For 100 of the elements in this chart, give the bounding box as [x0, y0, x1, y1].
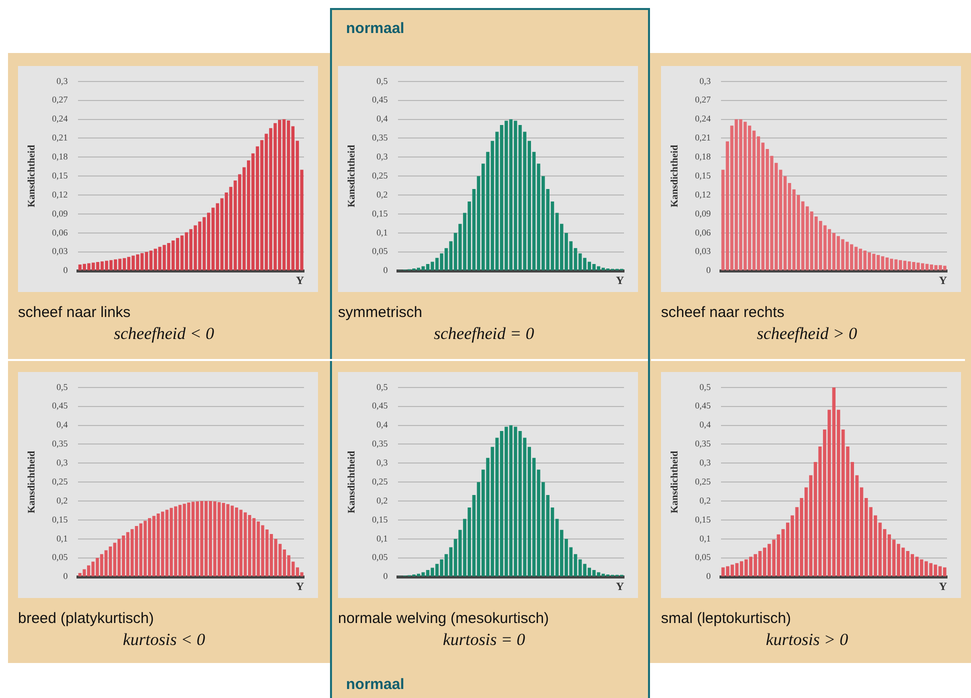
y-tick-label: 0,05: [695, 552, 712, 562]
y-tick-label: 0,1: [376, 533, 388, 544]
y-tick-label: 0,3: [376, 458, 388, 468]
x-axis-title: Y: [939, 275, 948, 288]
bar: [109, 260, 113, 270]
y-tick-label: 0,45: [695, 400, 712, 411]
y-tick-label: 0,45: [372, 94, 388, 105]
y-tick-label: 0,06: [695, 227, 712, 238]
y-tick-label: 0,3: [376, 152, 388, 162]
bar: [282, 119, 286, 270]
bar: [191, 502, 195, 576]
y-tick-label: 0,5: [700, 382, 712, 392]
bar: [898, 260, 902, 270]
x-axis-title: Y: [296, 581, 304, 594]
y-tick-label: 0,35: [695, 438, 712, 449]
x-axis-title: Y: [296, 275, 304, 288]
y-tick-label: 0,03: [52, 246, 68, 256]
y-tick-label: 0,18: [52, 152, 68, 162]
y-tick-label: 0: [383, 265, 388, 276]
x-axis-title: Y: [616, 581, 624, 594]
bar: [126, 532, 130, 576]
y-tick-label: 0,4: [56, 420, 68, 430]
bar: [134, 526, 138, 576]
y-tick-label: 0,3: [700, 76, 712, 86]
text: symmetrisch: [338, 304, 422, 321]
bar: [104, 550, 108, 576]
y-axis-title: Kansdichtheid: [26, 144, 38, 208]
bar: [200, 501, 204, 576]
bar: [890, 258, 894, 270]
bar: [96, 558, 99, 576]
y-tick-label: 0,35: [52, 438, 68, 449]
y-tick-label: 0,5: [56, 382, 68, 392]
y-tick-label: 0,15: [695, 170, 712, 180]
bar: [230, 506, 234, 576]
bar: [286, 120, 290, 270]
y-tick-label: 0: [63, 265, 68, 276]
y-tick-label: 0,15: [52, 514, 68, 524]
y-tick-label: 0,21: [52, 132, 68, 143]
bar: [894, 259, 898, 270]
bar: [748, 126, 752, 270]
text: normaal: [346, 676, 404, 693]
y-tick-label: 0,25: [695, 476, 712, 486]
y-tick-label: 0,35: [372, 438, 388, 449]
y-tick-label: 0,06: [52, 227, 68, 238]
y-tick-label: 0,24: [52, 114, 68, 124]
bar: [165, 510, 169, 576]
text: breed (platykurtisch): [18, 610, 154, 627]
text: scheefheid = 0: [432, 324, 536, 344]
y-tick-label: 0,3: [56, 76, 68, 86]
bar: [256, 521, 260, 576]
bar: [823, 225, 827, 270]
text: scheefheid < 0: [112, 324, 216, 344]
y-tick-label: 0,4: [376, 420, 388, 430]
y-tick-label: 0,35: [372, 132, 388, 143]
y-tick-label: 0,4: [700, 420, 712, 430]
y-tick-label: 0,2: [376, 189, 388, 200]
y-tick-label: 0,25: [52, 476, 68, 486]
bar: [82, 569, 86, 576]
bar: [149, 250, 153, 270]
y-tick-label: 0,09: [52, 208, 68, 218]
y-tick-label: 0: [706, 571, 712, 582]
bar: [178, 504, 182, 576]
x-axis-title: Y: [616, 275, 624, 288]
bar: [140, 253, 144, 270]
text: kurtosis = 0: [442, 630, 526, 650]
y-axis-title: Kansdichtheid: [346, 144, 358, 208]
x-axis-title: Y: [939, 581, 948, 594]
y-tick-label: 0,25: [372, 476, 388, 486]
bar: [78, 264, 82, 270]
bar: [176, 238, 180, 270]
y-tick-label: 0,21: [695, 132, 711, 143]
bar: [100, 554, 104, 576]
y-tick-label: 0,12: [695, 189, 711, 200]
y-tick-label: 0,05: [372, 552, 388, 562]
text: scheef naar rechts: [661, 304, 784, 321]
bar: [180, 235, 184, 270]
y-axis-title: Kansdichtheid: [670, 144, 681, 208]
text: kurtosis < 0: [122, 630, 206, 650]
y-tick-label: 0,18: [695, 152, 712, 162]
y-tick-label: 0,2: [700, 495, 711, 506]
y-axis-title: Kansdichtheid: [670, 450, 681, 514]
bar: [934, 265, 938, 270]
bar: [156, 514, 160, 576]
y-tick-label: 0,2: [56, 495, 68, 506]
y-tick-label: 0,25: [372, 170, 388, 180]
y-axis-title: Kansdichtheid: [26, 450, 38, 514]
bar: [252, 518, 256, 576]
bar: [828, 229, 832, 270]
text: scheef naar links: [18, 304, 131, 321]
bar: [854, 246, 858, 270]
bar: [170, 508, 173, 576]
y-tick-label: 0: [706, 265, 712, 276]
y-axis-title: Kansdichtheid: [346, 450, 358, 514]
bar: [208, 501, 212, 576]
bar: [265, 529, 269, 576]
y-tick-label: 0,15: [372, 514, 388, 524]
y-tick-label: 0,15: [695, 514, 712, 524]
y-tick-label: 0,3: [700, 458, 712, 468]
text: normale welving (mesokurtisch): [338, 610, 549, 627]
y-tick-label: 0,15: [372, 208, 388, 218]
